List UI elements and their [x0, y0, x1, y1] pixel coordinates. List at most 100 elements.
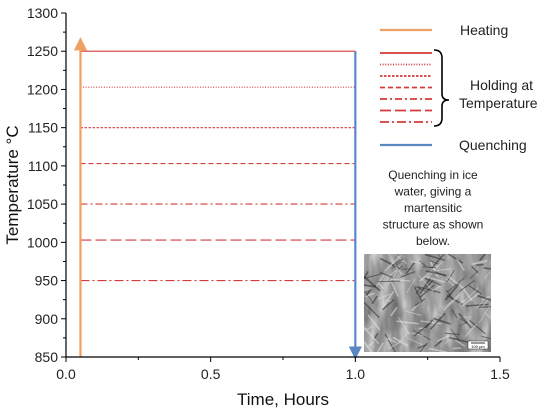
- martensite-needle: [468, 285, 482, 295]
- annotation-line-5: below.: [416, 234, 450, 248]
- martensite-needle: [478, 306, 490, 323]
- martensite-needle: [364, 275, 381, 292]
- martensite-needle: [464, 323, 478, 338]
- martensite-needle: [410, 260, 422, 264]
- martensite-needle: [476, 263, 484, 266]
- martensite-needle: [412, 329, 432, 341]
- y-axis-label: Temperature °C: [3, 125, 22, 244]
- martensite-needle: [415, 287, 422, 295]
- legend-brace: [433, 49, 450, 127]
- martensite-needle: [425, 279, 434, 289]
- martensite-needle: [367, 341, 375, 348]
- martensite-needle: [379, 291, 395, 312]
- annotation-line-1: Quenching in ice: [388, 168, 478, 182]
- martensite-needle: [413, 321, 432, 337]
- martensite-needle: [472, 259, 488, 265]
- martensite-needle: [446, 270, 455, 282]
- martensite-needle: [448, 276, 466, 291]
- martensite-needle: [379, 271, 394, 279]
- martensite-needle: [434, 339, 443, 348]
- annotation-line-4: structure as shown: [383, 218, 484, 232]
- quench-annotation: Quenching in ice water, giving a martens…: [383, 168, 484, 248]
- martensite-needle: [414, 298, 426, 307]
- martensite-needle: [419, 260, 427, 267]
- martensite-needle: [384, 333, 396, 352]
- martensite-needle: [444, 336, 454, 345]
- x-tick-label: 1.5: [490, 366, 510, 382]
- martensite-needle: [445, 278, 454, 287]
- martensite-needle: [417, 274, 432, 290]
- martensite-needle: [417, 286, 441, 294]
- martensite-needle: [386, 337, 398, 344]
- martensite-needle: [424, 254, 445, 261]
- martensite-needle: [426, 276, 445, 283]
- martensite-needle: [390, 281, 400, 297]
- martensite-needle: [376, 342, 384, 352]
- martensite-needle: [484, 271, 491, 279]
- y-tick-label: 950: [35, 273, 59, 289]
- y-tick-label: 900: [35, 311, 59, 327]
- martensite-needle: [483, 267, 491, 270]
- martensite-needle: [364, 273, 382, 279]
- martensite-needle: [396, 320, 419, 325]
- scale-bar-label: 100 μm: [471, 344, 485, 349]
- martensite-needle: [373, 332, 379, 339]
- scale-bar-box: [467, 340, 489, 350]
- martensite-needle: [425, 270, 447, 277]
- martensite-needle: [436, 335, 449, 342]
- martensite-needle: [390, 306, 398, 317]
- martensite-needle: [406, 278, 416, 293]
- legend-holding-label-line2: Temperature: [459, 95, 538, 111]
- martensite-needle: [419, 277, 432, 295]
- martensite-needle: [381, 299, 395, 311]
- ticks: 850 900 950 1000 1050 1100 1150 1200 1250 1300 0.0…: [27, 5, 510, 382]
- martensite-needle: [375, 274, 385, 288]
- martensite-needle: [461, 292, 481, 307]
- legend-quenching-label: Quenching: [459, 137, 527, 153]
- martensite-micrograph: 100 μm: [364, 254, 491, 352]
- martensite-needle: [447, 277, 465, 293]
- martensite-needle: [477, 294, 491, 302]
- annotation-line-2: water, giving a: [394, 185, 472, 199]
- martensite-needle: [459, 280, 475, 293]
- martensite-needle: [447, 254, 464, 264]
- martensite-needle: [364, 325, 374, 331]
- x-tick-label: 1.0: [346, 366, 366, 382]
- martensite-needle: [476, 298, 486, 309]
- martensite-needle: [364, 301, 380, 319]
- martensite-needle: [429, 312, 446, 330]
- martensite-needle: [433, 317, 451, 325]
- martensite-needle: [484, 312, 491, 319]
- y-tick-label: 1250: [27, 43, 58, 59]
- martensite-needle: [456, 258, 465, 272]
- martensite-needle: [458, 312, 472, 329]
- martensite-needle: [469, 270, 479, 279]
- legend-holding-lines: [380, 52, 432, 123]
- holding-lines: [80, 50, 356, 282]
- martensite-needle: [436, 268, 452, 271]
- martensite-needle: [445, 289, 454, 301]
- martensite-needle: [391, 258, 404, 267]
- martensite-needle: [427, 261, 443, 279]
- martensite-needle: [387, 339, 405, 350]
- martensite-needle: [459, 299, 466, 305]
- martensite-needle: [444, 332, 460, 336]
- martensite-needle: [481, 335, 491, 340]
- martensite-needle: [451, 309, 458, 319]
- martensite-needle: [469, 319, 486, 335]
- martensite-needle: [405, 310, 422, 316]
- martensite-needle: [400, 270, 416, 278]
- legend: Heating Holding at Temperature Quenching: [380, 22, 538, 153]
- martensite-needle: [408, 338, 423, 346]
- martensite-needle: [424, 277, 442, 286]
- martensite-needle: [413, 286, 423, 302]
- martensite-needle: [388, 257, 403, 275]
- martensite-needle: [391, 278, 411, 282]
- martensite-needle: [397, 317, 411, 335]
- x-axis-label: Time, Hours: [237, 390, 329, 409]
- martensite-needle: [396, 331, 410, 345]
- y-tick-label: 1200: [27, 81, 58, 97]
- martensite-needle: [428, 347, 448, 352]
- martensite-needle: [422, 266, 437, 269]
